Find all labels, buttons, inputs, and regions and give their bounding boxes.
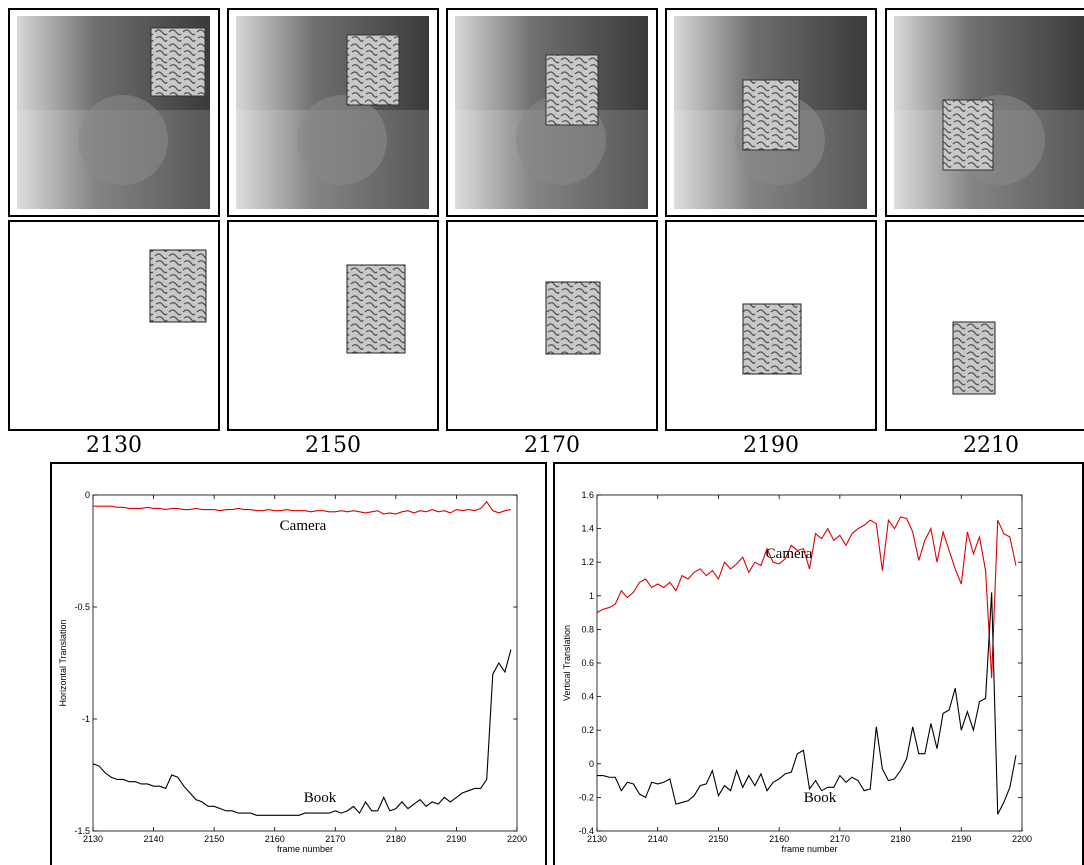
- frame-label: 2170: [524, 433, 580, 458]
- x-tick-label: 2200: [1012, 834, 1032, 844]
- x-tick-label: 2140: [144, 834, 164, 844]
- line-series: [597, 592, 1016, 814]
- y-tick-label: 1.2: [581, 557, 594, 567]
- y-tick-label: -0.2: [578, 792, 594, 802]
- book: [943, 100, 993, 170]
- book: [546, 55, 598, 125]
- x-tick-label: 2200: [507, 834, 527, 844]
- y-tick-label: -0.5: [74, 602, 90, 612]
- x-axis-label: frame number: [781, 844, 837, 854]
- x-tick-label: 2160: [265, 834, 285, 844]
- x-tick-label: 2170: [325, 834, 345, 844]
- series-label: Camera: [766, 546, 813, 562]
- y-tick-label: 0.4: [581, 692, 594, 702]
- x-tick-label: 2150: [708, 834, 728, 844]
- segmented-book: [546, 282, 600, 354]
- y-tick-label: 0.2: [581, 725, 594, 735]
- series-label: Book: [304, 790, 337, 806]
- y-tick-label: 0.6: [581, 658, 594, 668]
- y-tick-label: 1: [589, 591, 594, 601]
- x-tick-label: 2180: [891, 834, 911, 844]
- y-tick-label: 0: [85, 490, 90, 500]
- x-tick-label: 2170: [830, 834, 850, 844]
- x-tick-label: 2190: [446, 834, 466, 844]
- x-tick-label: 2190: [951, 834, 971, 844]
- plot-area: [93, 495, 517, 831]
- x-axis-label: frame number: [277, 844, 333, 854]
- segmented-book: [743, 304, 801, 374]
- frame-label: 2150: [305, 433, 361, 458]
- x-tick-label: 2130: [83, 834, 103, 844]
- x-tick-label: 2140: [648, 834, 668, 844]
- y-axis-label: Horizontal Translation: [58, 619, 68, 706]
- y-tick-label: 0: [589, 759, 594, 769]
- x-tick-label: 2180: [386, 834, 406, 844]
- book: [347, 35, 399, 105]
- figure: 21302150217021902210 -1.5-1-0.5021302140…: [0, 0, 1084, 865]
- y-tick-label: -1: [82, 714, 90, 724]
- line-series: [597, 517, 1016, 678]
- frame-label: 2130: [86, 433, 142, 458]
- y-axis-label: Vertical Translation: [562, 625, 572, 701]
- segmented-book: [347, 265, 405, 353]
- frame-label: 2210: [963, 433, 1019, 458]
- y-tick-label: 0.8: [581, 624, 594, 634]
- segmented-book: [150, 250, 206, 322]
- x-tick-label: 2160: [769, 834, 789, 844]
- series-label: Book: [804, 790, 837, 806]
- image-grid: 2130 2150 2170 2190 2210: [9, 9, 1084, 458]
- chair: [78, 95, 168, 185]
- y-tick-label: 1.6: [581, 490, 594, 500]
- book: [151, 28, 205, 96]
- line-series: [93, 650, 511, 816]
- y-tick-label: 1.4: [581, 524, 594, 534]
- segmented-book: [953, 322, 995, 394]
- x-tick-label: 2150: [204, 834, 224, 844]
- page: 21302150217021902210 -1.5-1-0.5021302140…: [0, 0, 1084, 865]
- chair: [297, 95, 387, 185]
- line-series: [93, 502, 511, 514]
- series-label: Camera: [280, 518, 327, 534]
- frame-label: 2190: [743, 433, 799, 458]
- frame-border: [228, 221, 438, 430]
- book: [743, 80, 799, 150]
- x-tick-label: 2130: [587, 834, 607, 844]
